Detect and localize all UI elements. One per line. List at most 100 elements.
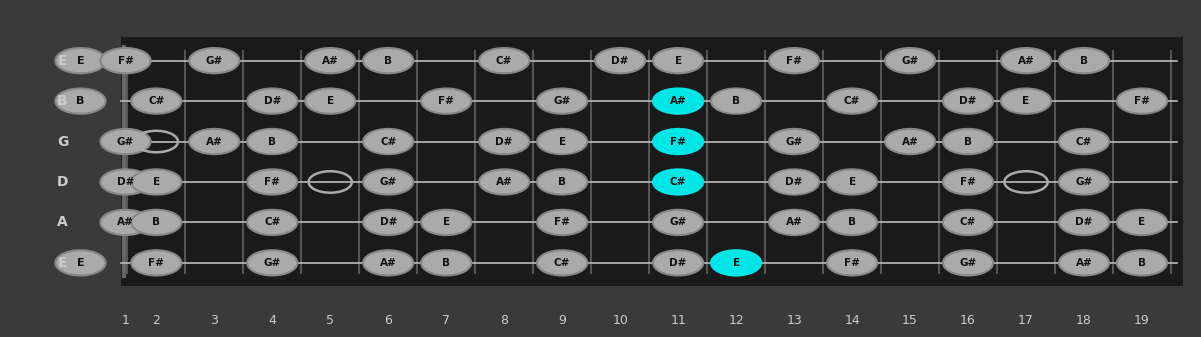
Ellipse shape (827, 210, 877, 235)
Text: A#: A# (322, 56, 339, 66)
Text: E: E (1139, 217, 1146, 227)
Text: 16: 16 (960, 314, 976, 327)
Ellipse shape (885, 48, 936, 73)
Ellipse shape (131, 210, 181, 235)
Text: C#: C# (148, 96, 165, 106)
Text: F#: F# (960, 177, 976, 187)
Text: D#: D# (785, 177, 802, 187)
Text: E: E (153, 177, 160, 187)
Text: 17: 17 (1018, 314, 1034, 327)
Ellipse shape (131, 170, 181, 195)
Text: G#: G# (669, 217, 687, 227)
Text: F#: F# (554, 217, 570, 227)
Ellipse shape (711, 89, 761, 114)
Text: F#: F# (149, 258, 165, 268)
Text: D#: D# (611, 56, 629, 66)
Text: D#: D# (380, 217, 396, 227)
Ellipse shape (769, 170, 819, 195)
Ellipse shape (653, 250, 704, 276)
Text: 9: 9 (558, 314, 566, 327)
Text: D#: D# (960, 96, 976, 106)
Ellipse shape (653, 210, 704, 235)
Text: G#: G# (960, 258, 976, 268)
Ellipse shape (363, 48, 413, 73)
Ellipse shape (769, 48, 819, 73)
Text: 14: 14 (844, 314, 860, 327)
Ellipse shape (190, 48, 239, 73)
Text: D#: D# (1075, 217, 1093, 227)
Ellipse shape (363, 129, 413, 154)
Ellipse shape (55, 48, 106, 73)
Ellipse shape (537, 210, 587, 235)
Ellipse shape (101, 48, 150, 73)
Ellipse shape (55, 89, 106, 114)
Ellipse shape (1059, 129, 1109, 154)
Text: G#: G# (554, 96, 570, 106)
Text: D#: D# (496, 136, 513, 147)
Text: B: B (848, 217, 856, 227)
Text: 2: 2 (153, 314, 160, 327)
Text: A#: A# (785, 217, 802, 227)
Text: D#: D# (669, 258, 687, 268)
Text: 1: 1 (121, 314, 130, 327)
Text: B: B (77, 96, 84, 106)
Text: 19: 19 (1134, 314, 1149, 327)
Text: E: E (77, 56, 84, 66)
Text: B: B (733, 96, 740, 106)
Ellipse shape (101, 210, 150, 235)
Ellipse shape (131, 250, 181, 276)
Ellipse shape (943, 170, 993, 195)
Text: E: E (327, 96, 334, 106)
Text: A#: A# (205, 136, 222, 147)
Text: E: E (675, 56, 682, 66)
Ellipse shape (55, 250, 106, 276)
Text: F#: F# (670, 136, 686, 147)
Text: C#: C# (670, 177, 686, 187)
Ellipse shape (1000, 48, 1051, 73)
Ellipse shape (247, 89, 298, 114)
Text: 15: 15 (902, 314, 918, 327)
Text: E: E (443, 217, 449, 227)
Text: C#: C# (380, 136, 396, 147)
Ellipse shape (653, 48, 704, 73)
Text: D: D (56, 175, 68, 189)
Ellipse shape (827, 250, 877, 276)
Text: G#: G# (902, 56, 919, 66)
Text: E: E (849, 177, 855, 187)
Ellipse shape (479, 170, 530, 195)
Text: F#: F# (264, 177, 280, 187)
Ellipse shape (827, 170, 877, 195)
Ellipse shape (769, 210, 819, 235)
Ellipse shape (1059, 48, 1109, 73)
Ellipse shape (1117, 210, 1167, 235)
Ellipse shape (594, 48, 645, 73)
Text: 5: 5 (327, 314, 334, 327)
Text: G#: G# (1075, 177, 1093, 187)
Ellipse shape (1059, 210, 1109, 235)
Ellipse shape (943, 89, 993, 114)
Ellipse shape (479, 129, 530, 154)
Text: B: B (268, 136, 276, 147)
Ellipse shape (769, 129, 819, 154)
Ellipse shape (479, 48, 530, 73)
Text: 10: 10 (613, 314, 628, 327)
Text: C#: C# (496, 56, 513, 66)
Text: E: E (1022, 96, 1029, 106)
Text: 12: 12 (728, 314, 743, 327)
Ellipse shape (943, 210, 993, 235)
Ellipse shape (711, 250, 761, 276)
Ellipse shape (305, 89, 355, 114)
Ellipse shape (537, 89, 587, 114)
Text: 11: 11 (670, 314, 686, 327)
Text: B: B (58, 94, 67, 108)
Text: E: E (733, 258, 740, 268)
Text: D#: D# (116, 177, 135, 187)
Ellipse shape (653, 89, 704, 114)
Text: 3: 3 (210, 314, 219, 327)
Ellipse shape (422, 210, 471, 235)
Ellipse shape (363, 250, 413, 276)
Text: F#: F# (438, 96, 454, 106)
Text: A#: A# (380, 258, 396, 268)
Text: G#: G# (785, 136, 802, 147)
Text: A#: A# (496, 177, 513, 187)
